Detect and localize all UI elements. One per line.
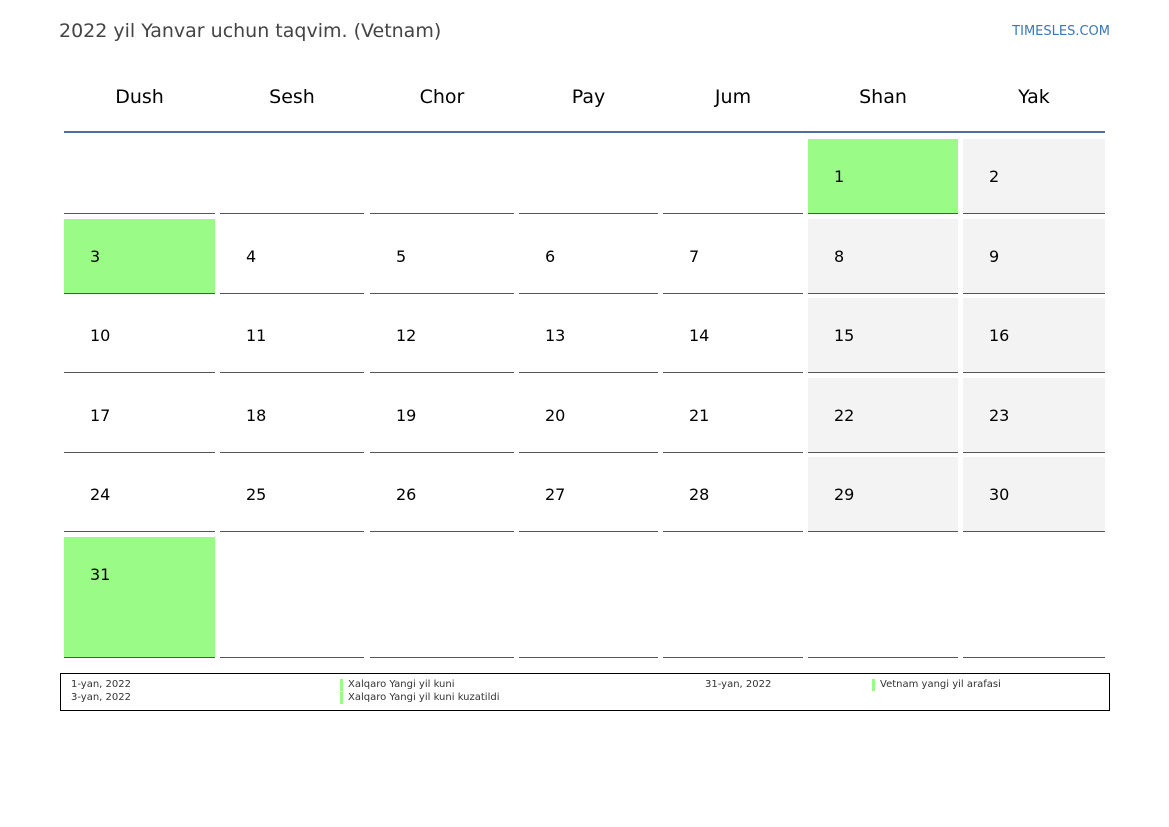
day-number: 12: [396, 326, 417, 345]
day-number: 17: [90, 406, 111, 425]
day-number: 14: [689, 326, 710, 345]
empty-day-cell: [64, 139, 215, 214]
empty-day-cell: [808, 537, 958, 658]
day-cell[interactable]: 17: [64, 378, 215, 453]
day-cell[interactable]: 24: [64, 457, 215, 532]
header-divider: [64, 131, 1105, 133]
day-number: 22: [834, 406, 855, 425]
day-number: 6: [545, 247, 556, 266]
legend-color-marker: [340, 679, 343, 691]
day-cell[interactable]: 14: [663, 298, 803, 373]
day-cell[interactable]: 20: [519, 378, 658, 453]
page-title: 2022 yil Yanvar uchun taqvim. (Vetnam): [59, 20, 442, 42]
legend-date: 1-yan, 2022: [71, 679, 131, 690]
day-cell[interactable]: 27: [519, 457, 658, 532]
weekday-label: Pay: [571, 86, 606, 108]
empty-day-cell: [663, 537, 803, 658]
day-cell[interactable]: 2: [963, 139, 1105, 214]
day-cell[interactable]: 21: [663, 378, 803, 453]
legend-color-marker: [340, 692, 343, 704]
day-cell[interactable]: 25: [220, 457, 364, 532]
day-number: 2: [989, 167, 1000, 186]
day-cell[interactable]: 10: [64, 298, 215, 373]
day-number: 10: [90, 326, 111, 345]
day-number: 9: [989, 247, 1000, 266]
legend-date: 3-yan, 2022: [71, 692, 131, 703]
day-cell[interactable]: 23: [963, 378, 1105, 453]
day-number: 18: [246, 406, 267, 425]
day-cell[interactable]: 13: [519, 298, 658, 373]
day-cell[interactable]: 7: [663, 219, 803, 294]
day-number: 23: [989, 406, 1010, 425]
day-number: 24: [90, 485, 111, 504]
day-cell[interactable]: 12: [370, 298, 514, 373]
day-cell[interactable]: 19: [370, 378, 514, 453]
legend-holiday-name: Xalqaro Yangi yil kuni: [348, 679, 455, 690]
day-number: 8: [834, 247, 845, 266]
day-number: 20: [545, 406, 566, 425]
empty-day-cell: [519, 139, 658, 214]
day-number: 28: [689, 485, 710, 504]
day-cell[interactable]: 29: [808, 457, 958, 532]
empty-day-cell: [663, 139, 803, 214]
day-cell[interactable]: 28: [663, 457, 803, 532]
day-number: 11: [246, 326, 267, 345]
site-link[interactable]: TIMESLES.COM: [1012, 24, 1110, 39]
day-number: 21: [689, 406, 710, 425]
day-cell[interactable]: 18: [220, 378, 364, 453]
legend-holiday-name: Xalqaro Yangi yil kuni kuzatildi: [348, 692, 500, 703]
day-cell[interactable]: 5: [370, 219, 514, 294]
weekday-label: Shan: [859, 86, 907, 108]
day-cell[interactable]: 8: [808, 219, 958, 294]
day-cell[interactable]: 30: [963, 457, 1105, 532]
day-number: 13: [545, 326, 566, 345]
day-cell[interactable]: 15: [808, 298, 958, 373]
day-number: 26: [396, 485, 417, 504]
weekday-label: Jum: [714, 86, 752, 108]
weekday-label: Chor: [419, 86, 465, 108]
weekday-label: Dush: [115, 86, 164, 108]
weekday-label: Yak: [1018, 86, 1050, 108]
empty-day-cell: [220, 139, 364, 214]
day-number: 7: [689, 247, 700, 266]
legend-color-marker: [872, 679, 875, 691]
empty-day-cell: [370, 139, 514, 214]
day-cell[interactable]: 6: [519, 219, 658, 294]
day-number: 25: [246, 485, 267, 504]
empty-day-cell: [963, 537, 1105, 658]
day-cell[interactable]: 9: [963, 219, 1105, 294]
holiday-legend: 1-yan, 2022 Xalqaro Yangi yil kuni 3-yan, …: [60, 673, 1110, 711]
day-number: 27: [545, 485, 566, 504]
day-cell[interactable]: 3: [64, 219, 215, 294]
day-cell[interactable]: 26: [370, 457, 514, 532]
day-number: 4: [246, 247, 257, 266]
day-cell[interactable]: 22: [808, 378, 958, 453]
day-number: 15: [834, 326, 855, 345]
legend-date: 31-yan, 2022: [705, 679, 772, 690]
day-cell[interactable]: 1: [808, 139, 958, 214]
day-number: 16: [989, 326, 1010, 345]
empty-day-cell: [220, 537, 364, 658]
day-number: 19: [396, 406, 417, 425]
day-cell[interactable]: 11: [220, 298, 364, 373]
day-cell[interactable]: 16: [963, 298, 1105, 373]
day-number: 30: [989, 485, 1010, 504]
day-cell[interactable]: 4: [220, 219, 364, 294]
weekday-label: Sesh: [269, 86, 315, 108]
day-number: 31: [90, 565, 111, 584]
empty-day-cell: [519, 537, 658, 658]
day-number: 29: [834, 485, 855, 504]
empty-day-cell: [370, 537, 514, 658]
day-number: 3: [90, 247, 101, 266]
day-number: 5: [396, 247, 407, 266]
legend-holiday-name: Vetnam yangi yil arafasi: [880, 679, 1001, 690]
day-cell[interactable]: 31: [64, 537, 215, 658]
day-number: 1: [834, 167, 845, 186]
